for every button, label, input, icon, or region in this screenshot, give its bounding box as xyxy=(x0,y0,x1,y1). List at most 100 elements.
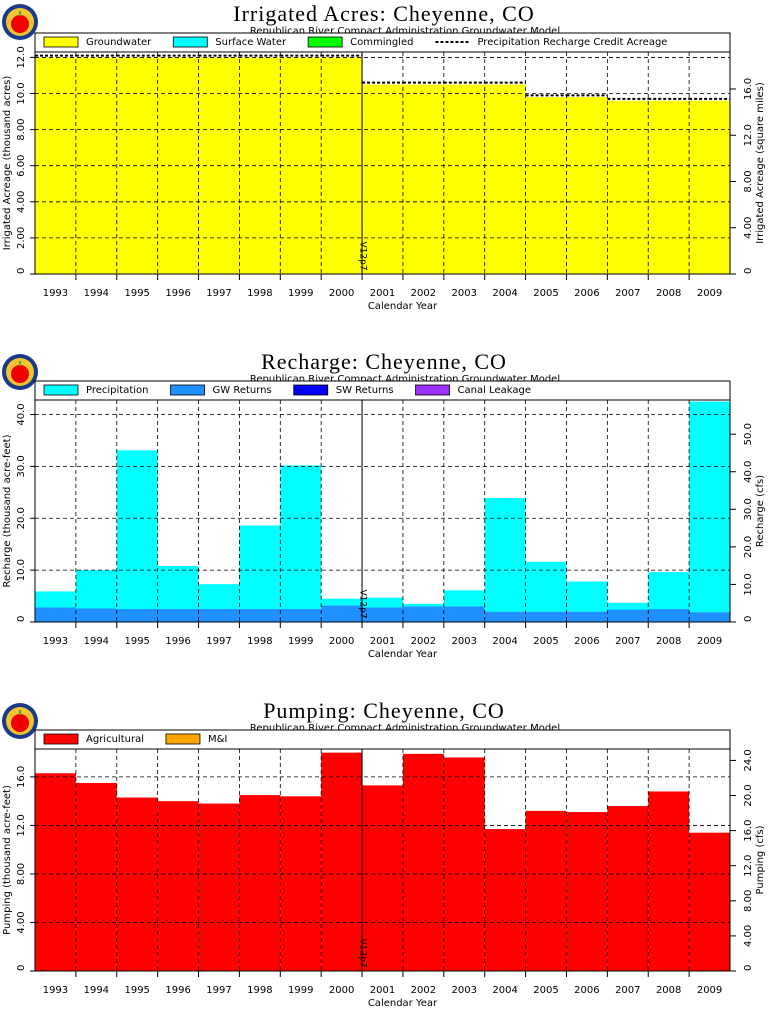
x-tick-label: 2006 xyxy=(574,985,599,996)
bar xyxy=(566,611,608,622)
bar xyxy=(75,608,117,622)
bar xyxy=(648,609,690,622)
legend-label: Agricultural xyxy=(86,734,144,745)
bar xyxy=(402,603,444,607)
legend-box xyxy=(34,729,731,750)
x-tick-label: 1994 xyxy=(84,985,109,996)
x-tick-label: 2008 xyxy=(656,985,681,996)
bar xyxy=(607,602,649,610)
bar xyxy=(484,84,526,274)
y-tick-label: 30.0 xyxy=(16,455,27,477)
y2-tick-label: 20.0 xyxy=(743,784,754,806)
bar xyxy=(443,590,485,607)
x-tick-label: 2000 xyxy=(329,985,354,996)
y-tick-label: 8.00 xyxy=(16,118,27,140)
bar xyxy=(443,84,485,274)
logo xyxy=(2,703,38,739)
y2-axis-title: Pumping (cfs) xyxy=(755,825,766,894)
bar xyxy=(321,598,363,606)
y-tick-label: 4.00 xyxy=(16,191,27,213)
legend-label: Canal Leakage xyxy=(458,385,531,396)
y-tick-label: 12.0 xyxy=(16,814,27,836)
bar xyxy=(280,796,322,971)
bar xyxy=(157,565,199,610)
x-tick-label: 2003 xyxy=(452,636,477,647)
legend-swatch xyxy=(43,733,79,745)
legend-label: Surface Water xyxy=(215,37,287,48)
bar xyxy=(116,450,158,610)
y-tick-label: 0 xyxy=(16,268,27,274)
bar xyxy=(362,84,403,274)
y2-tick-label: 40.0 xyxy=(743,461,754,483)
legend-swatch xyxy=(43,36,79,48)
x-tick-label: 2009 xyxy=(697,985,722,996)
y2-axis-title: Irrigated Acreage (square miles) xyxy=(755,82,766,244)
bar xyxy=(157,801,199,971)
x-tick-label: 2002 xyxy=(411,288,436,299)
bar xyxy=(607,806,649,971)
x-tick-label: 2007 xyxy=(615,636,640,647)
y-tick-label: 12.0 xyxy=(16,46,27,68)
y2-tick-label: 16.0 xyxy=(743,819,754,841)
bar xyxy=(484,498,526,612)
y-axis-title: Recharge (thousand acre-feet) xyxy=(2,434,13,587)
y2-tick-label: 12.0 xyxy=(743,124,754,146)
x-tick-label: 2001 xyxy=(370,636,395,647)
x-tick-label: 1997 xyxy=(206,288,231,299)
x-tick-label: 2004 xyxy=(492,288,517,299)
legend-swatch xyxy=(43,384,79,396)
x-tick-label: 1993 xyxy=(43,288,68,299)
bar xyxy=(362,785,403,971)
y2-tick-label: 4.00 xyxy=(743,217,754,239)
bar xyxy=(321,57,363,274)
bar xyxy=(525,561,567,612)
x-tick-label: 2002 xyxy=(411,985,436,996)
y-tick-label: 6.00 xyxy=(16,155,27,177)
annotation: V12p7 xyxy=(358,241,368,270)
x-tick-label: 1999 xyxy=(288,288,313,299)
x-tick-label: 1998 xyxy=(247,636,272,647)
chart-title: Pumping: Cheyenne, CO xyxy=(263,698,505,723)
y-tick-label: 16.0 xyxy=(16,766,27,788)
x-tick-label: 1993 xyxy=(43,636,68,647)
bar xyxy=(566,97,608,274)
legend-box xyxy=(34,32,731,53)
annotation: V12p7 xyxy=(358,938,368,967)
legend-swatch xyxy=(307,36,343,48)
x-tick-label: 1999 xyxy=(288,636,313,647)
x-tick-label: 1993 xyxy=(43,985,68,996)
legend-box xyxy=(34,380,731,401)
legend-label: Precipitation xyxy=(86,385,149,396)
bar xyxy=(402,606,444,622)
bar xyxy=(239,525,281,610)
x-tick-label: 1995 xyxy=(124,985,149,996)
y2-tick-label: 0 xyxy=(743,965,754,971)
x-tick-label: 1998 xyxy=(247,985,272,996)
legend-swatch xyxy=(172,36,208,48)
x-axis-title: Calendar Year xyxy=(368,301,438,312)
x-tick-label: 2006 xyxy=(574,636,599,647)
legend-label: Groundwater xyxy=(86,37,152,48)
legend-label: SW Returns xyxy=(336,385,394,396)
bar xyxy=(566,581,608,612)
x-tick-label: 2008 xyxy=(656,636,681,647)
legend-swatch xyxy=(293,384,329,396)
annotation: V12p7 xyxy=(358,589,368,618)
x-tick-label: 2006 xyxy=(574,288,599,299)
x-tick-label: 1995 xyxy=(124,636,149,647)
x-tick-label: 1997 xyxy=(206,985,231,996)
y2-tick-label: 50.0 xyxy=(743,423,754,445)
bar xyxy=(566,812,608,971)
legend-swatch xyxy=(415,384,450,396)
y2-tick-label: 30.0 xyxy=(743,498,754,520)
bar xyxy=(198,584,240,610)
legend-label: GW Returns xyxy=(213,385,272,396)
chart-title: Recharge: Cheyenne, CO xyxy=(261,349,507,374)
bar xyxy=(239,795,281,971)
bar xyxy=(648,100,690,274)
y2-tick-label: 4.00 xyxy=(743,925,754,947)
legend-swatch xyxy=(165,733,201,745)
y2-axis-title: Recharge (cfs) xyxy=(755,475,766,547)
x-tick-label: 2009 xyxy=(697,288,722,299)
